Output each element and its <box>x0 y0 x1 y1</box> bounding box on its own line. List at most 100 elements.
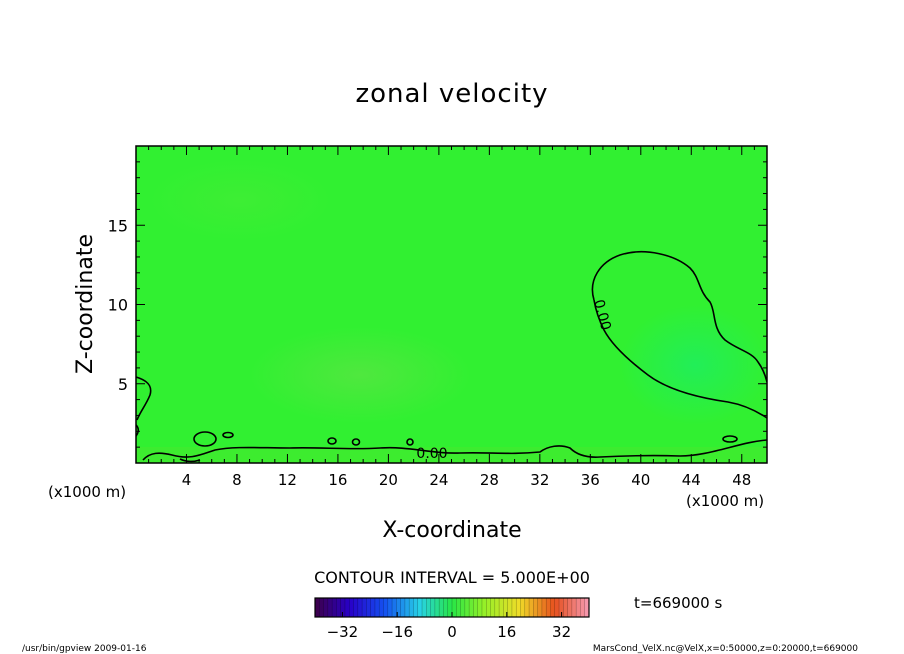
y-tick-label: 10 <box>108 296 128 315</box>
colorbar-cell <box>353 598 359 617</box>
colorbar-cell <box>456 598 461 617</box>
colorbar-cell <box>533 598 539 617</box>
contour-bottom-dip <box>179 458 201 463</box>
colorbar-cell <box>490 598 496 617</box>
colorbar-cell <box>507 598 513 617</box>
field-blob-right <box>620 305 767 425</box>
contour-label-bottom: 0.00 <box>416 446 447 462</box>
colorbar-cell <box>336 598 342 617</box>
colorbar-cell <box>370 598 376 617</box>
plot-area: 0.00 0.00 <box>136 146 767 463</box>
colorbar-cell <box>550 598 556 617</box>
contour-island-1 <box>193 431 217 447</box>
contour-label-right: 0.00 <box>590 298 614 332</box>
colorbar-cell <box>460 598 466 617</box>
colorbar-tick-label: 16 <box>497 623 516 641</box>
x-tick-label: 32 <box>530 471 549 489</box>
colorbar-cell <box>319 598 324 617</box>
x-axis-title: X-coordinate <box>382 518 521 543</box>
contour-left-edge <box>136 376 152 421</box>
colorbar-cell <box>349 598 354 617</box>
y-axis-unit: (x1000 m) <box>48 483 126 501</box>
colorbar-cell <box>576 598 581 617</box>
y-axis-ticks: 5 10 15 <box>108 161 767 448</box>
colorbar-tick-label: −32 <box>327 623 359 641</box>
colorbar-cell <box>563 598 568 617</box>
colorbar-cell <box>357 598 363 617</box>
colorbar-cell <box>392 598 397 617</box>
y-tick-label: 5 <box>118 375 128 394</box>
colorbar-cell <box>511 598 517 617</box>
colorbar-cell <box>469 598 474 617</box>
colorbar-cell <box>486 598 491 617</box>
contour-island-3 <box>327 437 337 445</box>
colorbar-cell <box>362 598 367 617</box>
colorbar-cell <box>340 598 346 617</box>
colorbar-cell <box>571 598 577 617</box>
colorbar-cell <box>439 598 444 617</box>
colorbar-cell <box>404 598 410 617</box>
x-tick-label: 48 <box>732 471 751 489</box>
time-label: t=669000 s <box>634 594 722 612</box>
contour-right-lobe <box>591 251 767 383</box>
colorbar-cell <box>379 598 384 617</box>
chart-title: zonal velocity <box>355 79 548 109</box>
colorbar-cell <box>383 598 389 617</box>
x-tick-label: 44 <box>682 471 701 489</box>
colorbar-tick-label: 0 <box>447 623 457 641</box>
contour-island-4 <box>351 438 361 446</box>
colorbar-cell <box>529 598 534 617</box>
colorbar-cell <box>503 598 509 617</box>
colorbar-ticks: −32 −16 0 16 32 <box>327 612 571 641</box>
colorbar-cell <box>426 598 431 617</box>
x-axis-ticks: 4 8 12 16 20 24 28 32 36 40 44 48 <box>148 146 755 489</box>
field-blob-center <box>250 327 470 423</box>
colorbar-cell <box>520 598 526 617</box>
colorbar-cell <box>516 598 521 617</box>
contour-right-lobe-inner <box>593 299 767 419</box>
x-tick-label: 12 <box>278 471 297 489</box>
colorbar-cell <box>447 598 453 617</box>
x-tick-label: 16 <box>328 471 347 489</box>
colorbar-cell <box>541 598 547 617</box>
x-tick-label: 40 <box>631 471 650 489</box>
colorbar-cell <box>323 598 329 617</box>
colorbar-cell <box>417 598 423 617</box>
colorbar-cell <box>413 598 419 617</box>
colorbar-cell <box>332 598 337 617</box>
colorbar-cell <box>443 598 449 617</box>
colorbar <box>315 598 590 617</box>
footer-left: /usr/bin/gpview 2009-01-16 <box>22 644 147 654</box>
colorbar-cell <box>494 598 500 617</box>
colorbar-cell <box>434 598 440 617</box>
x-tick-label: 24 <box>429 471 448 489</box>
zero-contours <box>136 251 767 463</box>
colorbar-tick-label: 32 <box>552 623 571 641</box>
colorbar-cell <box>387 598 393 617</box>
colorbar-cell <box>524 598 530 617</box>
colorbar-cell <box>559 598 564 617</box>
colorbar-cell <box>499 598 504 617</box>
colorbar-tick-label: −16 <box>381 623 413 641</box>
field-bottom-band <box>136 447 767 463</box>
colorbar-cell <box>374 598 380 617</box>
contour-island-6 <box>722 435 738 443</box>
colorbar-cell <box>580 598 586 617</box>
footer-right: MarsCond_VelX.nc@VelX,x=0:50000,z=0:2000… <box>593 644 858 654</box>
colorbar-cell <box>481 598 487 617</box>
x-tick-label: 28 <box>480 471 499 489</box>
colorbar-cell <box>366 598 372 617</box>
contour-interval-label: CONTOUR INTERVAL = 5.000E+00 <box>314 568 590 587</box>
colorbar-cell <box>422 598 427 617</box>
contour-island-2 <box>222 431 234 439</box>
colorbar-cell <box>473 598 479 617</box>
x-tick-label: 20 <box>379 471 398 489</box>
colorbar-cell <box>409 598 414 617</box>
colorbar-cell <box>477 598 483 617</box>
colorbar-cell <box>546 598 551 617</box>
x-tick-label: 8 <box>232 471 242 489</box>
colorbar-cell <box>327 598 333 617</box>
colorbar-cell <box>537 598 543 617</box>
contour-island-5 <box>406 438 414 446</box>
